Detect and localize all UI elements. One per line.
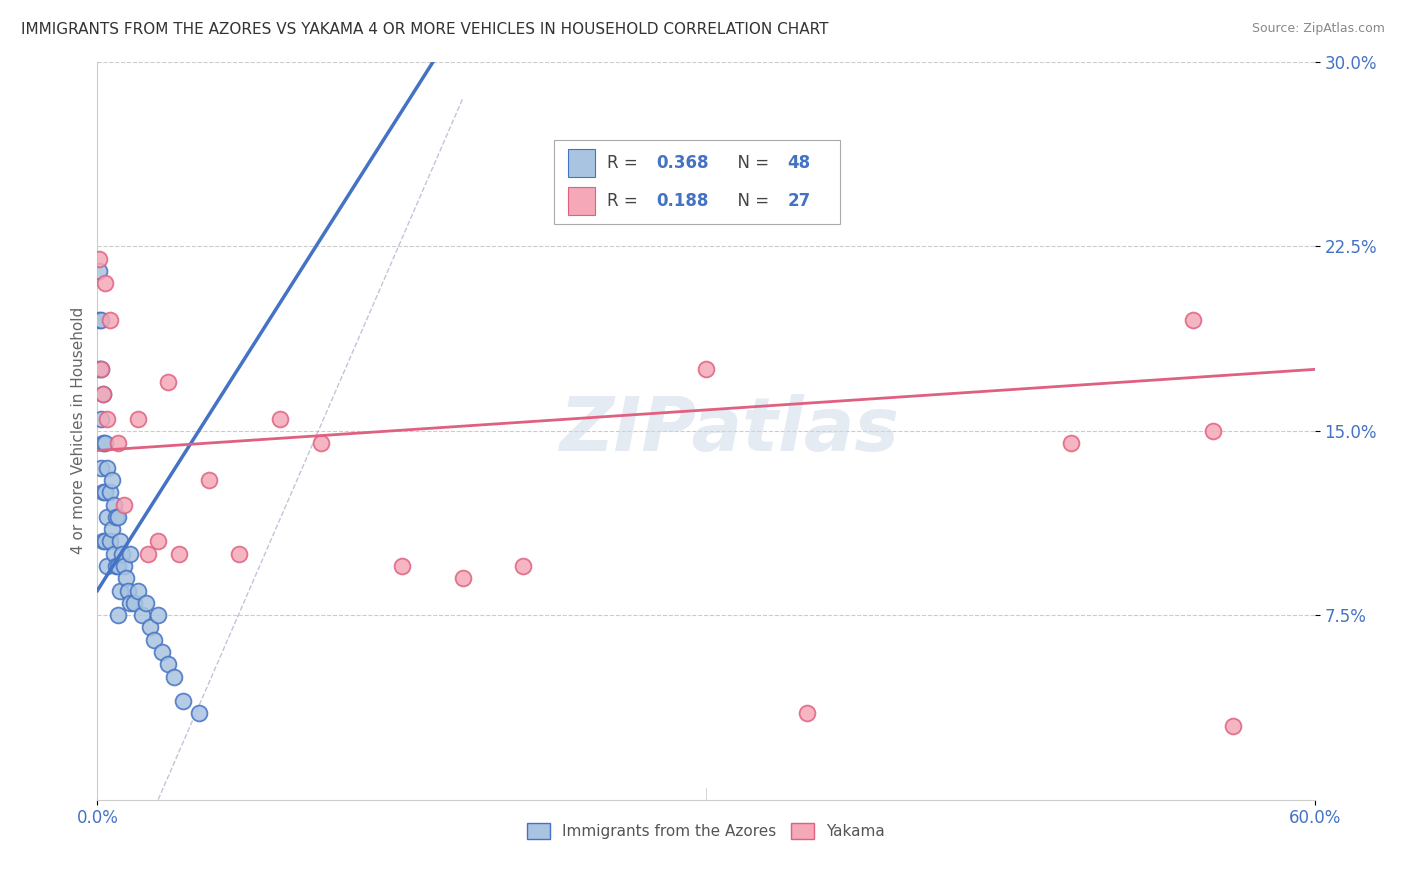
Point — [1222, 719, 1244, 733]
Point — [107, 509, 129, 524]
Point — [167, 547, 190, 561]
Point — [93, 534, 115, 549]
Point — [90, 362, 112, 376]
Point — [94, 436, 117, 450]
Point — [94, 277, 117, 291]
Point — [163, 670, 186, 684]
Point — [1060, 436, 1083, 450]
Point — [89, 252, 111, 266]
Point — [107, 608, 129, 623]
Point — [139, 620, 162, 634]
Point — [108, 583, 131, 598]
Point — [93, 436, 115, 450]
Point — [107, 559, 129, 574]
Text: 0.368: 0.368 — [657, 154, 709, 172]
Point — [90, 362, 112, 376]
Text: IMMIGRANTS FROM THE AZORES VS YAKAMA 4 OR MORE VEHICLES IN HOUSEHOLD CORRELATION: IMMIGRANTS FROM THE AZORES VS YAKAMA 4 O… — [21, 22, 828, 37]
Point — [100, 473, 122, 487]
Text: Source: ZipAtlas.com: Source: ZipAtlas.com — [1251, 22, 1385, 36]
Point — [90, 460, 112, 475]
Point — [309, 436, 332, 450]
Point — [112, 559, 135, 574]
Point — [96, 460, 118, 475]
Point — [90, 411, 112, 425]
Point — [93, 485, 115, 500]
Point — [103, 547, 125, 561]
Point — [131, 608, 153, 623]
Text: R =: R = — [607, 192, 644, 210]
Point — [187, 706, 209, 721]
Point — [198, 473, 221, 487]
Point — [100, 522, 122, 536]
Point — [148, 534, 170, 549]
Point — [114, 571, 136, 585]
Point — [89, 264, 111, 278]
FancyBboxPatch shape — [568, 186, 595, 215]
Point — [695, 362, 717, 376]
Y-axis label: 4 or more Vehicles in Household: 4 or more Vehicles in Household — [72, 307, 86, 555]
Point — [89, 313, 111, 327]
Point — [118, 596, 141, 610]
Point — [136, 547, 159, 561]
Point — [98, 313, 121, 327]
Point — [228, 547, 250, 561]
FancyBboxPatch shape — [554, 139, 839, 225]
FancyBboxPatch shape — [568, 149, 595, 178]
Point — [96, 411, 118, 425]
Point — [96, 509, 118, 524]
Point — [112, 498, 135, 512]
Point — [172, 694, 194, 708]
Text: R =: R = — [607, 154, 644, 172]
Point — [391, 559, 413, 574]
Point — [93, 387, 115, 401]
Point — [108, 534, 131, 549]
Point — [157, 657, 180, 672]
Point — [118, 547, 141, 561]
Point — [98, 485, 121, 500]
Point — [111, 547, 134, 561]
Text: N =: N = — [727, 154, 775, 172]
Point — [127, 583, 149, 598]
Point — [613, 153, 636, 168]
Point — [98, 534, 121, 549]
Point — [150, 645, 173, 659]
Point — [512, 559, 534, 574]
Legend: Immigrants from the Azores, Yakama: Immigrants from the Azores, Yakama — [520, 817, 891, 845]
Point — [796, 706, 818, 721]
Point — [90, 313, 112, 327]
Point — [1181, 313, 1204, 327]
Point — [94, 534, 117, 549]
Point — [107, 436, 129, 450]
Text: 0.188: 0.188 — [657, 192, 709, 210]
Point — [89, 362, 111, 376]
Point — [93, 387, 115, 401]
Text: ZIPatlas: ZIPatlas — [561, 394, 900, 467]
Point — [127, 411, 149, 425]
Point — [122, 596, 145, 610]
Point — [96, 559, 118, 574]
Point — [451, 571, 474, 585]
Point — [148, 608, 170, 623]
Point — [117, 583, 139, 598]
Text: 48: 48 — [787, 154, 811, 172]
Point — [94, 485, 117, 500]
Point — [157, 375, 180, 389]
Text: N =: N = — [727, 192, 775, 210]
Text: 27: 27 — [787, 192, 811, 210]
Point — [269, 411, 291, 425]
Point — [103, 498, 125, 512]
Point — [104, 559, 127, 574]
Point — [143, 632, 166, 647]
Point — [104, 509, 127, 524]
Point — [1202, 424, 1225, 438]
Point — [135, 596, 157, 610]
